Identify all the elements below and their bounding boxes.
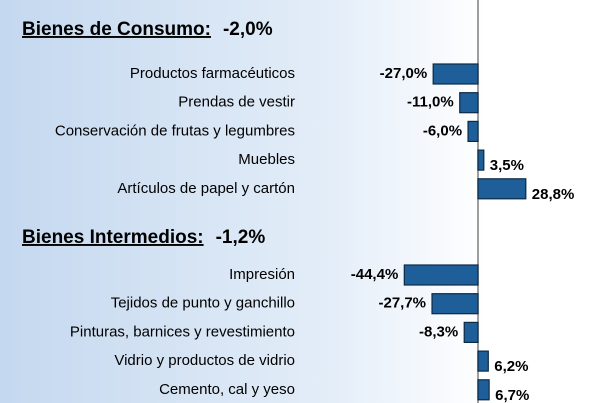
bar bbox=[463, 321, 479, 343]
bar bbox=[477, 379, 490, 401]
category-label: Tejidos de punto y ganchillo bbox=[111, 295, 295, 312]
group-title: Bienes de Consumo: bbox=[22, 19, 211, 40]
group-title: Bienes Intermedios: bbox=[22, 227, 204, 248]
bar bbox=[477, 178, 527, 200]
bar bbox=[403, 264, 479, 286]
bar bbox=[467, 120, 479, 143]
category-label: Vidrio y productos de vidrio bbox=[114, 352, 295, 369]
category-label: Artículos de papel y cartón bbox=[117, 180, 295, 197]
value-label: 6,7% bbox=[495, 387, 529, 403]
value-label: -27,0% bbox=[380, 65, 428, 82]
category-label: Muebles bbox=[238, 151, 295, 168]
bar bbox=[477, 350, 489, 372]
group-total: -2,0% bbox=[223, 19, 273, 40]
bar bbox=[431, 293, 479, 315]
value-label: -27,7% bbox=[378, 295, 426, 312]
value-label: -11,0% bbox=[407, 94, 454, 111]
category-label: Impresión bbox=[229, 266, 295, 283]
category-label: Pinturas, barnices y revestimiento bbox=[70, 323, 295, 340]
bar bbox=[459, 92, 479, 114]
category-label: Cemento, cal y yeso bbox=[159, 381, 295, 398]
value-label: -44,4% bbox=[351, 266, 399, 283]
value-label: 6,2% bbox=[494, 358, 528, 375]
value-label: 3,5% bbox=[490, 157, 524, 174]
category-label: Productos farmacéuticos bbox=[130, 65, 295, 82]
value-label: -8,3% bbox=[419, 323, 458, 340]
value-label: -6,0% bbox=[423, 122, 462, 139]
category-label: Prendas de vestir bbox=[178, 94, 295, 111]
bar bbox=[432, 63, 479, 85]
category-label: Conservación de frutas y legumbres bbox=[55, 122, 295, 139]
bar bbox=[477, 149, 485, 171]
value-label: 28,8% bbox=[532, 186, 575, 203]
group-total: -1,2% bbox=[216, 227, 266, 248]
